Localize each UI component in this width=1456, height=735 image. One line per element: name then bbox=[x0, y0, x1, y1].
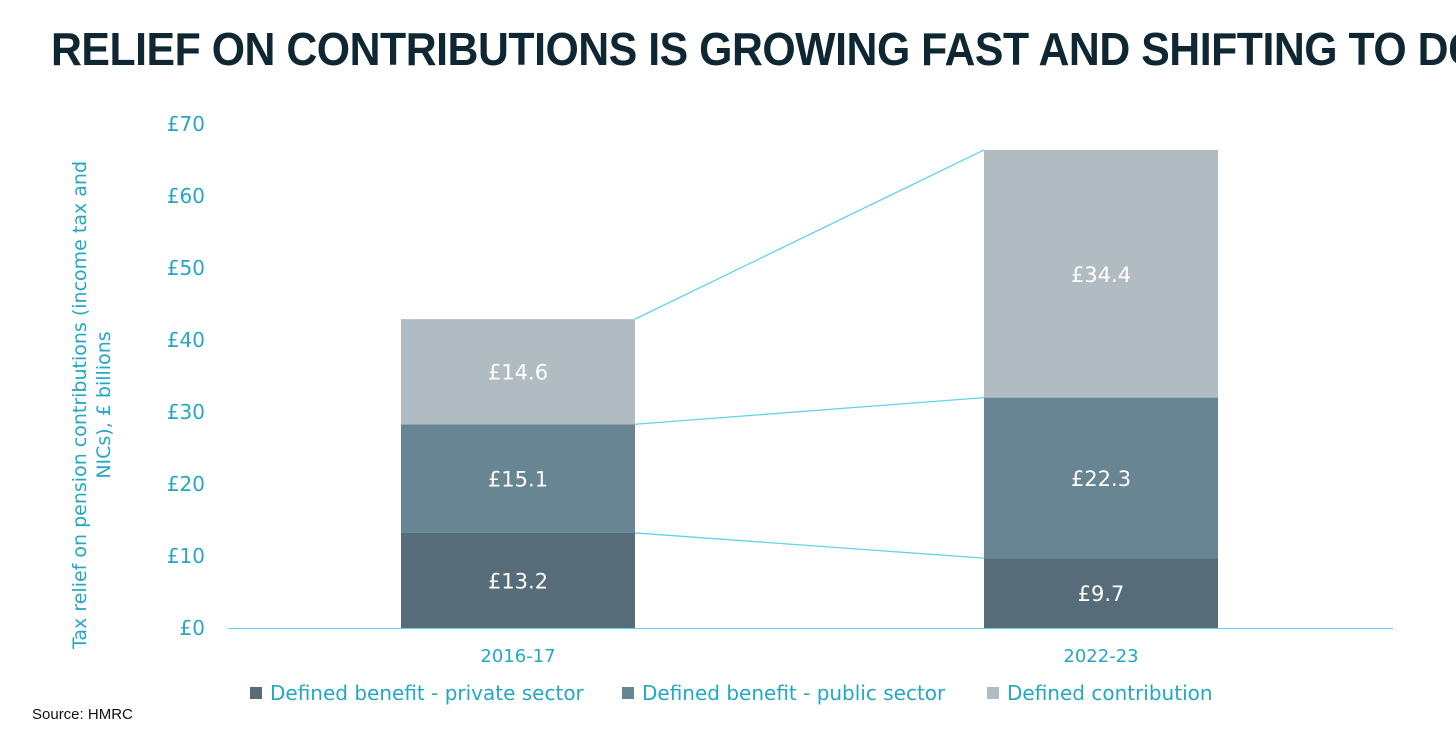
legend-item: Defined contribution bbox=[987, 680, 1213, 706]
legend-swatch bbox=[250, 687, 262, 699]
bar-value-label: £22.3 bbox=[1071, 467, 1131, 491]
bar-value-label: £13.2 bbox=[488, 569, 548, 593]
bar-value-label: £9.7 bbox=[1078, 582, 1125, 606]
legend-swatch bbox=[622, 687, 634, 699]
bar-value-label: £15.1 bbox=[488, 468, 548, 492]
bar-segment bbox=[984, 558, 1218, 628]
y-tick-label: £40 bbox=[167, 328, 205, 352]
legend-swatch bbox=[987, 687, 999, 699]
legend-label: Defined benefit - public sector bbox=[642, 681, 946, 705]
legend-item: Defined benefit - private sector bbox=[250, 680, 584, 706]
chart-legend: Defined benefit - private sector Defined … bbox=[0, 680, 1456, 706]
y-tick-label: £50 bbox=[167, 256, 205, 280]
legend-label: Defined contribution bbox=[1007, 681, 1213, 705]
connector-line bbox=[634, 396, 985, 425]
y-tick-label: £10 bbox=[167, 544, 205, 568]
bar-segment bbox=[401, 424, 635, 533]
connector-line bbox=[634, 532, 985, 559]
connector-line bbox=[634, 149, 985, 320]
x-tick-label: 2016-17 bbox=[480, 646, 555, 667]
y-tick-label: £0 bbox=[180, 616, 205, 640]
source-note: Source: HMRC bbox=[32, 706, 133, 723]
legend-item: Defined benefit - public sector bbox=[622, 680, 945, 706]
y-tick-label: £20 bbox=[167, 472, 205, 496]
bar-segment bbox=[401, 532, 635, 628]
bar-value-label: £14.6 bbox=[488, 361, 548, 385]
y-tick-label: £30 bbox=[167, 400, 205, 424]
y-tick-label: £60 bbox=[167, 184, 205, 208]
chart-title: RELIEF ON CONTRIBUTIONS IS GROWING FAST … bbox=[50, 23, 1456, 75]
y-tick-label: £70 bbox=[167, 112, 205, 136]
bar-value-label: £34.4 bbox=[1071, 263, 1131, 287]
bar-segment bbox=[984, 397, 1218, 559]
bar-segment bbox=[401, 319, 635, 425]
legend-label: Defined benefit - private sector bbox=[270, 681, 584, 705]
bar-segment bbox=[984, 149, 1218, 398]
x-tick-label: 2022-23 bbox=[1063, 646, 1138, 667]
